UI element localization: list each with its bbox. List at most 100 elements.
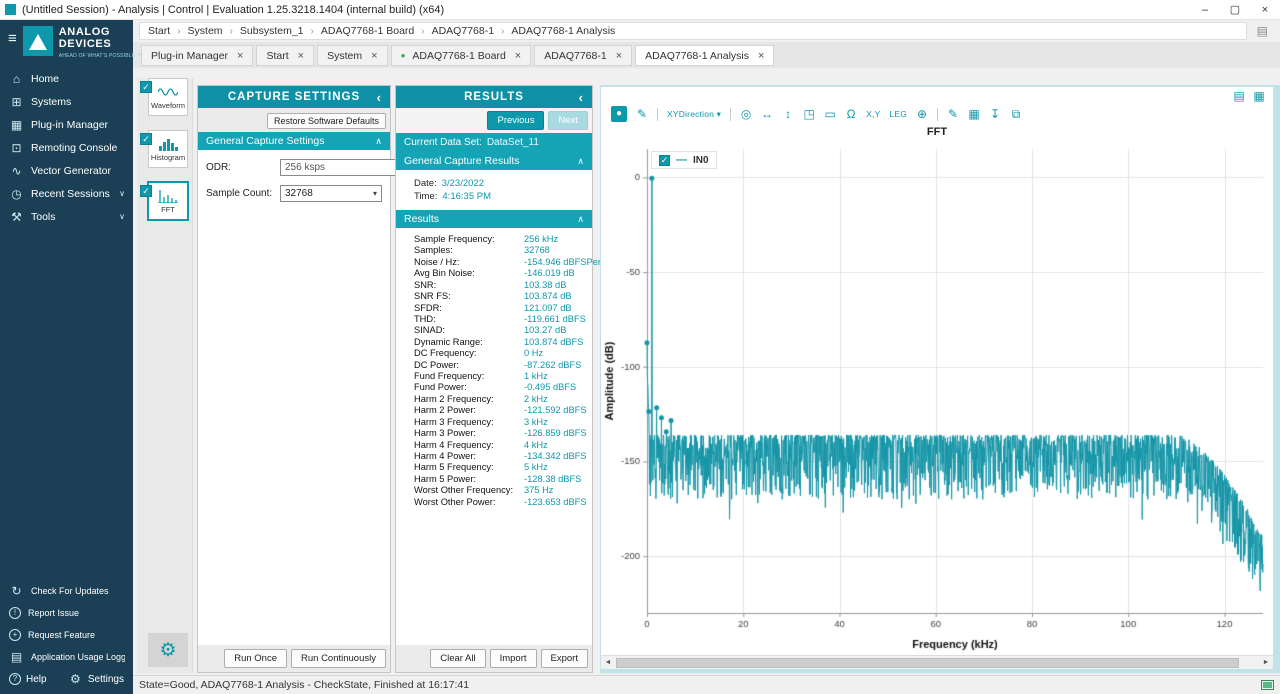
- chart-legend[interactable]: ✓ — IN0: [651, 151, 717, 169]
- general-capture-settings-header[interactable]: General Capture Settings ∧: [198, 132, 390, 150]
- zoom-icon[interactable]: ⊕: [917, 107, 928, 121]
- crumb-subsystem-1[interactable]: Subsystem_1 ›: [239, 25, 314, 37]
- sidebar-menu: ⌂ Home ⊞ Systems ▦ Plug-in Manager ⊡ Rem…: [0, 67, 133, 228]
- current-dataset-bar: Current Data Set: DataSet_11: [396, 133, 592, 152]
- maximize-button[interactable]: ▢: [1229, 4, 1241, 16]
- fft-checkbox[interactable]: ✓: [140, 185, 152, 197]
- toolbar-divider[interactable]: [730, 107, 732, 121]
- import-button[interactable]: Import: [489, 649, 537, 668]
- crumb-system[interactable]: System ›: [187, 25, 233, 37]
- pan-horizontal-icon[interactable]: ↔: [761, 107, 774, 121]
- histogram-checkbox[interactable]: ✓: [140, 133, 152, 145]
- sidebar-item-help[interactable]: ? Help: [9, 673, 47, 685]
- series-checkbox[interactable]: ✓: [659, 154, 670, 166]
- sidebar-item-vector-generator[interactable]: ∿ Vector Generator: [0, 159, 133, 182]
- export-button[interactable]: Export: [540, 649, 588, 668]
- collapse-up-icon: ∧: [577, 213, 584, 224]
- xy-direction-dropdown[interactable]: XYDirection ▾: [667, 108, 722, 119]
- grid-view-icon[interactable]: ▦: [1253, 89, 1265, 103]
- restore-defaults-button[interactable]: Restore Software Defaults: [266, 113, 386, 129]
- tab-close-icon[interactable]: ×: [615, 49, 623, 62]
- tab-plugin-manager[interactable]: Plug-in Manager ×: [141, 45, 254, 66]
- sidebar-item-report-issue[interactable]: ! Report Issue: [0, 602, 133, 624]
- chart-scrollbar[interactable]: ◄ ►: [601, 655, 1273, 669]
- scroll-right-icon[interactable]: ►: [1262, 659, 1270, 666]
- collapse-left-icon[interactable]: ‹: [578, 89, 584, 105]
- close-button[interactable]: ×: [1261, 3, 1269, 16]
- next-button[interactable]: Next: [548, 111, 588, 130]
- scrollbar-thumb[interactable]: [616, 657, 1239, 668]
- session-export-icon[interactable]: ▤: [1256, 24, 1268, 38]
- tab-adaq7768-1[interactable]: ADAQ7768-1 ×: [534, 45, 633, 66]
- brush-tool-icon[interactable]: ✎: [636, 107, 648, 121]
- crumb-adaq7768-1[interactable]: ADAQ7768-1 ›: [431, 25, 505, 37]
- general-capture-results-header[interactable]: General Capture Results ∧: [396, 152, 592, 170]
- sidebar-item-tools[interactable]: ⚒ Tools ∨: [0, 205, 133, 228]
- values-view-icon[interactable]: ▤: [1233, 89, 1245, 103]
- export-plot-icon[interactable]: ↧: [990, 107, 1001, 121]
- sidebar-item-remoting-console[interactable]: ⊡ Remoting Console: [0, 136, 133, 159]
- collapse-left-icon[interactable]: ‹: [376, 89, 382, 105]
- analysis-settings-button[interactable]: ⚙: [148, 633, 188, 667]
- box-zoom-icon[interactable]: ▭: [824, 107, 836, 121]
- sample-count-select[interactable]: 32768 ▾: [280, 185, 382, 202]
- result-row: Samples: 32768: [414, 245, 550, 256]
- fft-plot-canvas[interactable]: [601, 141, 1273, 655]
- sidebar-item-request-feature[interactable]: + Request Feature: [0, 624, 133, 646]
- tab-adaq7768-1-board[interactable]: ● ADAQ7768-1 Board ×: [390, 45, 532, 66]
- plugin-item-fft[interactable]: ✓ FFT: [140, 182, 188, 220]
- target-cursor-icon[interactable]: ◎: [740, 107, 752, 121]
- sidebar-item-home[interactable]: ⌂ Home: [0, 67, 133, 90]
- results-panel: RESULTS ‹ Previous Next Current Data Set…: [395, 85, 612, 673]
- result-row: SNR: 103.38 dB: [414, 279, 567, 290]
- scrollbar-track[interactable]: [616, 657, 1258, 668]
- tab-close-icon[interactable]: ×: [758, 49, 765, 62]
- snapshot-icon[interactable]: ▦: [968, 107, 980, 121]
- crumb-start[interactable]: Start ›: [148, 25, 181, 37]
- crumb-adaq7768-1-board[interactable]: ADAQ7768-1 Board ›: [320, 25, 425, 37]
- clear-all-button[interactable]: Clear All: [430, 649, 486, 668]
- scroll-left-icon[interactable]: ◄: [604, 659, 612, 666]
- sidebar-item-settings[interactable]: ⚙ Settings: [68, 672, 124, 686]
- tab-system[interactable]: System ×: [317, 45, 388, 66]
- previous-button[interactable]: Previous: [487, 111, 545, 130]
- run-continuously-button[interactable]: Run Continuously: [291, 649, 386, 668]
- tab-start[interactable]: Start ×: [256, 45, 315, 66]
- results-section-header[interactable]: Results ∧: [396, 210, 592, 228]
- xy-values-toggle[interactable]: X,Y: [866, 109, 881, 119]
- waveform-checkbox[interactable]: ✓: [140, 81, 152, 93]
- plugin-item-waveform[interactable]: ✓ Waveform: [140, 78, 188, 116]
- pan-vertical-icon[interactable]: ↕: [785, 107, 792, 121]
- result-row: Harm 5 Power: -128.38 dBFS: [414, 473, 582, 484]
- tab-close-icon[interactable]: ×: [237, 49, 244, 62]
- sidebar-item-check-for-updates[interactable]: ↻ Check For Updates: [0, 580, 133, 602]
- hamburger-icon[interactable]: ≡: [8, 30, 17, 47]
- toolbar-divider[interactable]: [937, 107, 939, 121]
- odr-input[interactable]: [280, 159, 422, 176]
- breadcrumb-separator: ›: [421, 25, 425, 37]
- legend-toggle[interactable]: LEG: [889, 109, 908, 119]
- sidebar-item-plugin-manager[interactable]: ▦ Plug-in Manager: [10, 117, 109, 132]
- copy-plot-icon[interactable]: ⧉: [1011, 106, 1021, 121]
- tab-close-icon[interactable]: ×: [297, 49, 305, 62]
- sidebar-item-application-usage-logging[interactable]: ▤ Application Usage Logging: [10, 650, 125, 664]
- omega-cursor-icon[interactable]: Ω: [846, 107, 856, 121]
- run-once-button[interactable]: Run Once: [224, 649, 287, 668]
- plugin-item-histogram[interactable]: ✓ Histogram: [140, 130, 188, 168]
- sidebar-item-systems[interactable]: ⊞ Systems: [0, 90, 133, 113]
- tab-close-icon[interactable]: ×: [514, 49, 522, 62]
- waveform-icon: [158, 87, 178, 96]
- pointer-tool-icon[interactable]: ●: [611, 106, 627, 122]
- crumb-adaq7768-1-analysis[interactable]: ADAQ7768-1 Analysis: [511, 25, 616, 37]
- fit-view-icon[interactable]: ◳: [803, 107, 815, 121]
- gear-icon: ⚙: [159, 639, 177, 661]
- result-row: Harm 2 Frequency: 2 kHz: [414, 393, 548, 404]
- result-row: SINAD: 103.27 dB: [414, 325, 567, 336]
- tab-adaq7768-1-analysis[interactable]: ADAQ7768-1 Analysis ×: [635, 45, 775, 66]
- chart-toolbar: ● ✎ XYDirection ▾ ◎ ↔ ↕ ◳ ▭ Ω X,Y: [601, 102, 1273, 126]
- sidebar-item-recent-sessions[interactable]: ◷ Recent Sessions ∨: [0, 182, 133, 205]
- tab-close-icon[interactable]: ×: [371, 49, 378, 62]
- annotate-icon[interactable]: ✎: [948, 107, 959, 121]
- toolbar-divider[interactable]: [657, 107, 658, 121]
- minimize-button[interactable]: –: [1201, 3, 1209, 16]
